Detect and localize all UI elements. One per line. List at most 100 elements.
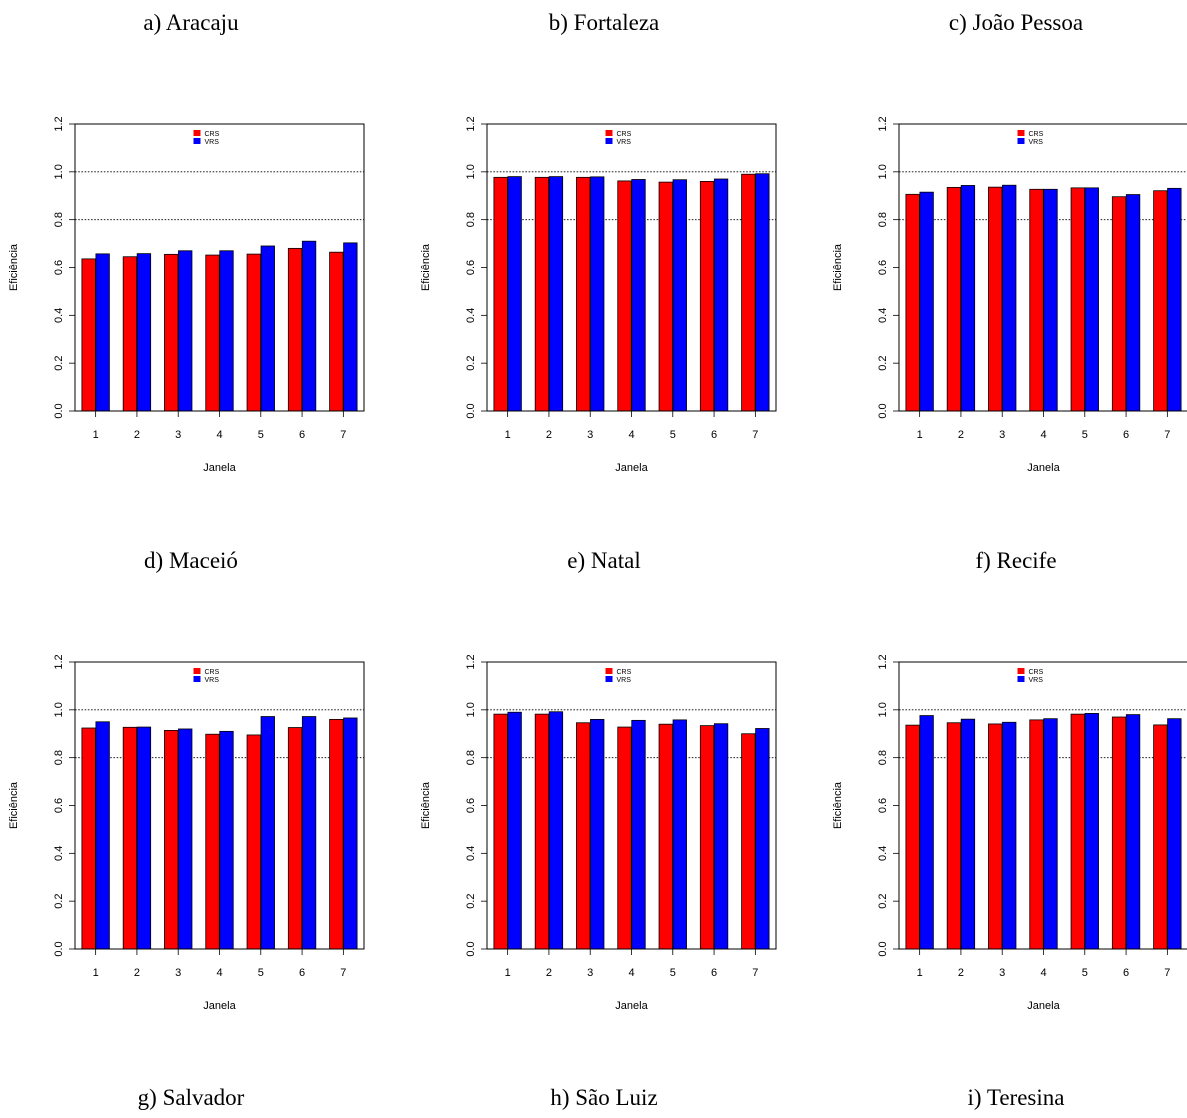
x-tick-label: 2 (958, 967, 964, 979)
y-tick-label: 1.0 (465, 164, 477, 179)
x-tick-label: 5 (1082, 429, 1088, 441)
bar-vrs-5 (260, 245, 275, 412)
bar-crs-4 (205, 733, 220, 950)
legend-swatch-crs (1017, 668, 1025, 674)
bar-crs-2 (534, 176, 550, 412)
bar-crs-2 (946, 186, 962, 412)
x-tick-label: 6 (1123, 967, 1129, 979)
y-tick-label: 0.0 (53, 403, 65, 418)
bar-crs-5 (658, 181, 673, 412)
y-tick-label: 0.4 (53, 308, 65, 323)
bar-vrs-3 (178, 250, 193, 412)
bar-crs-3 (576, 176, 591, 412)
bar-vrs-4 (1043, 718, 1058, 950)
y-tick-label: 1.0 (877, 702, 889, 717)
x-tick-label: 1 (917, 967, 923, 979)
bar-crs-1 (493, 713, 508, 950)
caption-natal: e) Natal (567, 548, 641, 573)
caption-joao-pessoa: c) João Pessoa (948, 10, 1084, 35)
bar-vrs-3 (590, 176, 605, 412)
y-tick-label: 1.2 (465, 654, 477, 669)
bar-vrs-2 (136, 726, 152, 950)
bar-vrs-6 (1125, 194, 1141, 412)
bar-crs-4 (205, 254, 220, 412)
x-tick-label: 5 (670, 429, 676, 441)
y-tick-label: 1.2 (465, 116, 477, 131)
x-tick-label: 2 (134, 967, 140, 979)
legend-swatch-crs (1017, 130, 1025, 136)
legend-swatch-crs (193, 668, 201, 674)
x-tick-label: 5 (258, 429, 264, 441)
x-tick-label: 7 (1164, 967, 1170, 979)
legend-label-vrs: VRS (1029, 677, 1044, 684)
legend-label-vrs: VRS (617, 677, 632, 684)
x-tick-label: 3 (175, 429, 181, 441)
bar-crs-6 (699, 181, 715, 412)
y-tick-label: 1.0 (465, 702, 477, 717)
bar-crs-2 (122, 256, 138, 412)
y-tick-label: 0.0 (53, 941, 65, 956)
caption-aracaju: a) Aracaju (143, 10, 239, 35)
bar-crs-5 (658, 723, 673, 950)
y-tick-label: 0.8 (877, 750, 889, 765)
y-tick-label: 1.2 (53, 116, 65, 131)
x-tick-label: 1 (505, 429, 511, 441)
x-axis-label: Janela (203, 1000, 236, 1012)
y-tick-label: 0.6 (465, 798, 477, 813)
bar-vrs-7 (343, 717, 358, 950)
y-tick-label: 0.4 (877, 846, 889, 861)
x-tick-label: 1 (93, 967, 99, 979)
caption-salvador: g) Salvador (137, 1085, 245, 1110)
x-tick-label: 1 (93, 429, 99, 441)
y-tick-label: 1.0 (53, 702, 65, 717)
bar-vrs-2 (548, 711, 564, 950)
bar-crs-1 (905, 193, 920, 412)
x-tick-label: 6 (299, 429, 305, 441)
chart-joao-pessoa: 1 2 3 4 5 6 7 0.0 0.2 0.4 0.6 0.8 1.0 1.2 Janela Eficiê… (832, 116, 1187, 474)
y-tick-label: 0.8 (877, 212, 889, 227)
legend-swatch-vrs (1017, 138, 1025, 144)
y-tick-label: 0.2 (53, 356, 65, 371)
legend-label-vrs: VRS (205, 677, 220, 684)
bar-vrs-6 (713, 723, 729, 950)
y-tick-label: 0.2 (53, 894, 65, 909)
x-axis-label: Janela (1027, 1000, 1060, 1012)
bar-crs-1 (493, 176, 508, 412)
y-tick-label: 1.2 (53, 654, 65, 669)
x-tick-label: 5 (670, 967, 676, 979)
y-tick-label: 0.6 (465, 260, 477, 275)
x-tick-label: 6 (1123, 429, 1129, 441)
x-tick-label: 3 (175, 967, 181, 979)
y-tick-label: 1.2 (877, 654, 889, 669)
bar-crs-7 (741, 733, 756, 950)
bar-vrs-5 (1084, 713, 1099, 950)
x-tick-label: 3 (587, 429, 593, 441)
y-tick-label: 0.4 (465, 308, 477, 323)
bar-crs-6 (1111, 196, 1127, 412)
bar-vrs-5 (672, 719, 687, 950)
y-tick-label: 0.8 (53, 212, 65, 227)
bar-vrs-7 (1167, 718, 1182, 950)
legend-swatch-vrs (193, 676, 201, 682)
x-tick-label: 4 (1040, 967, 1046, 979)
bar-crs-4 (617, 726, 632, 950)
bar-vrs-5 (260, 716, 275, 950)
x-tick-label: 1 (917, 429, 923, 441)
x-axis-label: Janela (615, 1000, 648, 1012)
y-tick-label: 0.8 (465, 212, 477, 227)
y-axis-label: Eficiência (420, 243, 432, 291)
bar-crs-6 (1111, 716, 1127, 950)
x-tick-label: 6 (711, 429, 717, 441)
bar-vrs-3 (1002, 721, 1017, 950)
chart-fortaleza: 1 2 3 4 5 6 7 0.0 0.2 0.4 0.6 0.8 1.0 1.2 Janela Eficiê… (420, 116, 777, 474)
legend-label-crs: CRS (205, 131, 220, 138)
y-tick-label: 0.6 (53, 798, 65, 813)
caption-sao-luiz: h) São Luiz (550, 1085, 658, 1110)
bar-vrs-4 (219, 730, 234, 950)
bar-crs-7 (329, 719, 344, 950)
x-tick-label: 3 (999, 967, 1005, 979)
chart-salvador: 1 2 3 4 5 6 7 0.0 0.2 0.4 0.6 0.8 1.0 1.2 Janela Eficiê… (8, 654, 365, 1012)
bar-vrs-6 (301, 716, 317, 950)
bar-crs-3 (164, 730, 179, 950)
bar-vrs-5 (1084, 187, 1099, 412)
